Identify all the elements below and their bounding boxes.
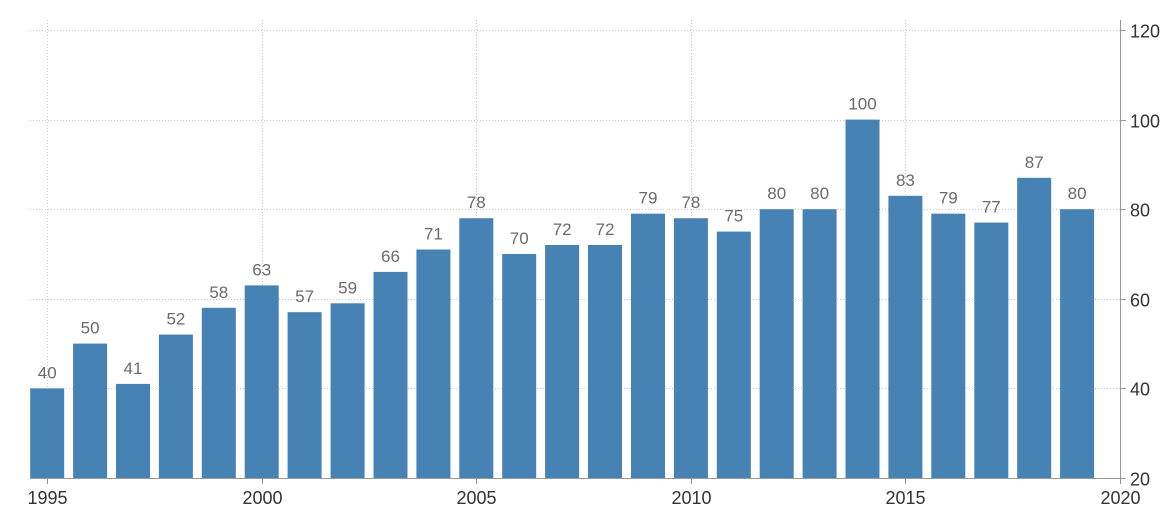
data-label-2011: 75 (724, 207, 743, 226)
data-label-2007: 72 (553, 220, 572, 239)
data-label-2019: 80 (1068, 184, 1087, 203)
data-label-2000: 63 (252, 260, 271, 279)
data-label-2016: 79 (939, 189, 958, 208)
bar-2015 (888, 195, 923, 479)
y-tick-label-20: 20 (1130, 470, 1150, 490)
x-tick-label-2005: 2005 (456, 488, 496, 508)
bar-2013 (802, 209, 837, 478)
bar-2001 (287, 312, 322, 478)
y-tick-label-60: 60 (1130, 291, 1150, 311)
bar-2008 (588, 245, 622, 478)
bar-1996 (73, 343, 108, 478)
data-label-1997: 41 (124, 359, 143, 378)
bar-2000 (244, 285, 279, 478)
x-tick-label-2020: 2020 (1100, 488, 1140, 508)
x-tick-label-2000: 2000 (242, 488, 282, 508)
data-label-2006: 70 (510, 229, 529, 248)
bar-2019 (1060, 209, 1095, 478)
data-label-2001: 57 (295, 287, 314, 306)
bar-2007 (545, 245, 580, 478)
y-tick-label-100: 100 (1130, 112, 1160, 132)
data-label-2015: 83 (896, 171, 915, 190)
data-label-2002: 59 (338, 278, 357, 297)
bar-2006 (502, 254, 537, 478)
bar-1999 (201, 307, 236, 478)
bar-2014 (845, 119, 880, 478)
bar-2004 (416, 249, 451, 478)
bar-2012 (759, 209, 794, 478)
data-label-2018: 87 (1025, 153, 1044, 172)
bar-2010 (673, 218, 708, 478)
data-label-2008: 72 (596, 220, 615, 239)
data-label-1996: 50 (81, 319, 100, 338)
bar-2016 (931, 213, 966, 478)
x-tick-label-1995: 1995 (27, 488, 67, 508)
bar-2011 (716, 231, 751, 478)
bar-2003 (373, 271, 408, 478)
data-label-2005: 78 (467, 193, 486, 212)
data-label-1995: 40 (38, 363, 57, 382)
data-label-2003: 66 (381, 247, 400, 266)
y-tick-label-120: 120 (1130, 22, 1160, 42)
bar-2002 (330, 303, 365, 478)
data-label-2017: 77 (982, 198, 1001, 217)
data-label-1999: 58 (209, 283, 228, 302)
data-labels: 40 50 41 52 58 63 57 59 66 71 78 70 72 72 79 78 75 80 80 10… (38, 95, 1087, 383)
axes: 20 40 60 80 100 120 1995 2000 2005 2010 2015 2020 (27, 20, 1160, 508)
data-label-2004: 71 (424, 225, 443, 244)
y-tick-label-80: 80 (1130, 201, 1150, 221)
data-label-2010: 78 (681, 193, 700, 212)
bar-2018 (1017, 177, 1052, 479)
data-label-2014: 100 (848, 95, 876, 114)
bar-1995 (30, 388, 65, 478)
bar-2009 (631, 213, 665, 478)
bar-2005 (459, 218, 494, 478)
bars (30, 119, 1095, 479)
x-tick-label-2015: 2015 (885, 488, 925, 508)
bar-1998 (158, 334, 193, 478)
data-label-2012: 80 (767, 184, 786, 203)
y-tick-label-40: 40 (1130, 380, 1150, 400)
x-tick-label-2010: 2010 (671, 488, 711, 508)
bar-1997 (116, 383, 150, 478)
data-label-2009: 79 (639, 189, 658, 208)
data-label-1998: 52 (166, 310, 185, 329)
data-label-2013: 80 (810, 184, 829, 203)
bar-2017 (974, 222, 1009, 478)
